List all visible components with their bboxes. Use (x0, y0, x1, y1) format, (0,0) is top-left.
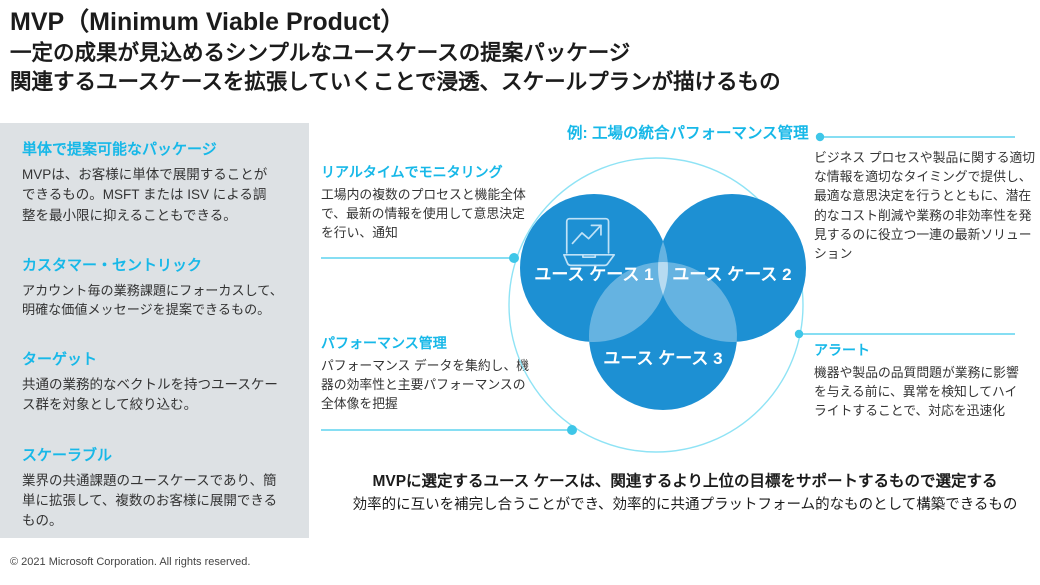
svg-text:ユース ケース 3: ユース ケース 3 (603, 349, 722, 368)
svg-text:ユース ケース 2: ユース ケース 2 (672, 265, 791, 284)
svg-text:ユース ケース 1: ユース ケース 1 (534, 265, 653, 284)
